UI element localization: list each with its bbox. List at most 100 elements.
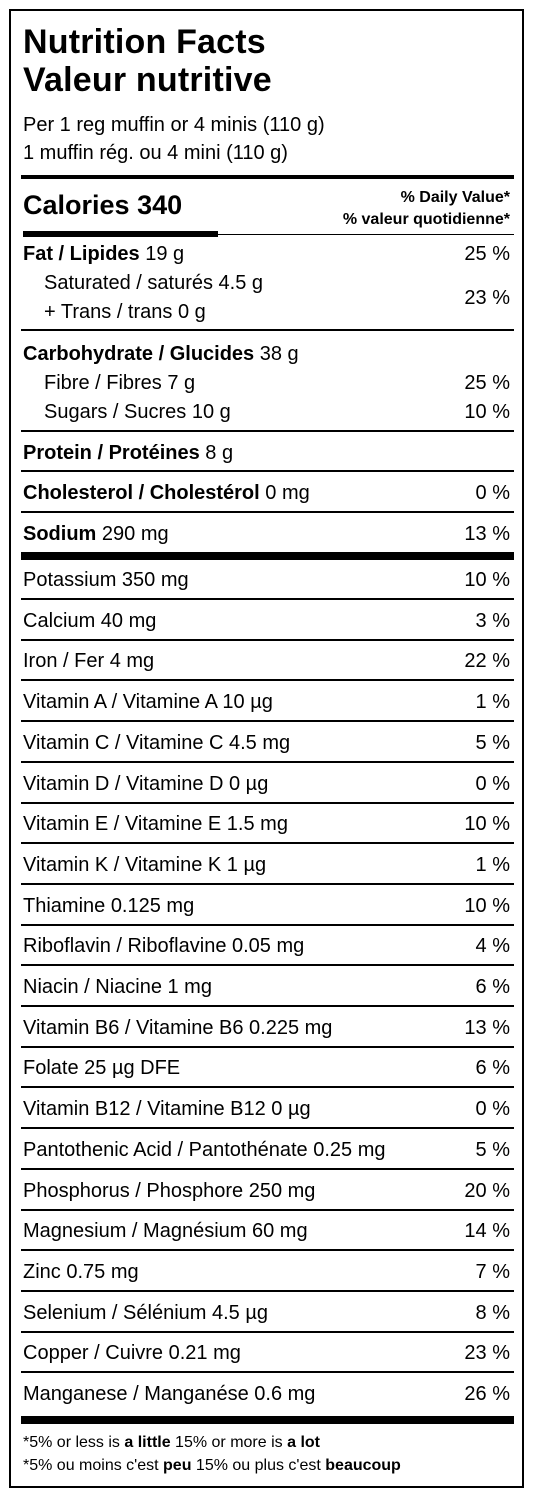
divider: [21, 1289, 514, 1292]
footnote-text: 15% ou plus c'est: [191, 1457, 326, 1474]
micronutrient-percent: 10 %: [464, 894, 510, 917]
footnote-text: *5% ou moins c'est: [23, 1457, 164, 1474]
micronutrient-label: Copper / Cuivre 0.21 mg: [23, 1342, 241, 1365]
micronutrient-percent: 7 %: [475, 1260, 510, 1283]
carbohydrate-label: Carbohydrate / Glucides: [23, 343, 255, 365]
sodium-amount: 290 mg: [101, 523, 169, 545]
footnote-english: *5% or less is a little 15% or more is a…: [23, 1432, 320, 1454]
cholesterol-amount: 0 mg: [265, 482, 310, 504]
divider: [21, 760, 514, 763]
micronutrient-label: Vitamin A / Vitamine A 10 µg: [23, 691, 273, 714]
serving-size-french: 1 muffin rég. ou 4 mini (110 g): [23, 142, 288, 164]
micronutrient-percent: 1 %: [475, 691, 510, 714]
divider: [21, 329, 514, 331]
micronutrient-label: Calcium 40 mg: [23, 609, 157, 632]
divider: [21, 923, 514, 926]
thick-divider: [21, 1416, 514, 1424]
micronutrient-row: Vitamin K / Vitamine K 1 µg 1 %: [23, 853, 510, 877]
micronutrient-row: Phosphorus / Phosphore 250 mg 20 %: [23, 1179, 510, 1203]
trans-row: + Trans / trans 0 g: [44, 301, 206, 323]
daily-value-header-english: % Daily Value*: [400, 189, 510, 206]
micronutrient-row: Selenium / Sélénium 4.5 µg 8 %: [23, 1301, 510, 1325]
thick-divider: [21, 552, 514, 560]
divider: [21, 598, 514, 600]
micronutrient-percent: 5 %: [475, 731, 510, 754]
micronutrient-percent: 0 %: [475, 772, 510, 795]
divider: [21, 882, 514, 885]
micronutrient-label: Vitamin B12 / Vitamine B12 0 µg: [23, 1098, 311, 1121]
calories-underline: [23, 231, 218, 237]
footnote-text: 15% or more is: [170, 1434, 288, 1451]
micronutrient-label: Iron / Fer 4 mg: [23, 650, 155, 673]
micronutrient-percent: 10 %: [464, 569, 510, 591]
micronutrient-percent: 5 %: [475, 1138, 510, 1161]
micronutrient-row: Pantothenic Acid / Pantothénate 0.25 mg 5…: [23, 1138, 510, 1162]
calories-row: Calories 340: [23, 189, 182, 221]
sodium-row: Sodium 290 mg 13 %: [23, 522, 510, 546]
calories-label: Calories: [23, 190, 130, 220]
micronutrient-row: Vitamin E / Vitamine E 1.5 mg 10 %: [23, 812, 510, 836]
divider: [21, 511, 514, 513]
micronutrient-row: Folate 25 µg DFE 6 %: [23, 1056, 510, 1080]
title-french: Valeur nutritive: [23, 61, 272, 99]
divider: [21, 964, 514, 967]
sugars-percent: 10 %: [464, 401, 510, 423]
micronutrient-label: Phosphorus / Phosphore 250 mg: [23, 1179, 316, 1202]
micronutrient-row: Potassium 350 mg 10 %: [23, 568, 510, 592]
serving-size-english: Per 1 reg muffin or 4 minis (110 g): [23, 114, 325, 136]
micronutrient-label: Potassium 350 mg: [23, 569, 189, 591]
fat-percent: 25 %: [464, 243, 510, 265]
micronutrient-percent: 13 %: [464, 1016, 510, 1039]
footnote-french: *5% ou moins c'est peu 15% ou plus c'est…: [23, 1455, 401, 1477]
divider: [21, 1330, 514, 1333]
protein-amount: 8 g: [205, 442, 234, 464]
divider: [21, 1371, 514, 1374]
divider: [21, 1005, 514, 1007]
micronutrient-label: Vitamin K / Vitamine K 1 µg: [23, 853, 267, 876]
micronutrient-row: Vitamin D / Vitamine D 0 µg 0 %: [23, 772, 510, 796]
footnote-text: *5% or less is: [23, 1434, 125, 1451]
footnote-emphasis: a lot: [287, 1434, 320, 1451]
micronutrient-label: Pantothenic Acid / Pantothénate 0.25 mg: [23, 1138, 386, 1161]
footnote-emphasis: peu: [163, 1457, 192, 1474]
micronutrient-row: Vitamin B6 / Vitamine B6 0.225 mg 13 %: [23, 1016, 510, 1040]
saturated-row: Saturated / saturés 4.5 g: [44, 272, 264, 294]
micronutrient-row: Iron / Fer 4 mg 22 %: [23, 649, 510, 673]
micronutrient-label: Niacin / Niacine 1 mg: [23, 976, 212, 998]
micronutrient-percent: 0 %: [475, 1098, 510, 1121]
carbohydrate-amount: 38 g: [259, 343, 299, 365]
divider: [21, 430, 514, 432]
micronutrient-row: Thiamine 0.125 mg 10 %: [23, 894, 510, 918]
thick-divider: [21, 175, 514, 179]
micronutrient-row: Vitamin B12 / Vitamine B12 0 µg 0 %: [23, 1097, 510, 1121]
fat-label: Fat / Lipides: [23, 243, 140, 265]
divider: [21, 1127, 514, 1130]
divider: [21, 1208, 514, 1211]
micronutrient-percent: 26 %: [464, 1383, 510, 1405]
micronutrient-percent: 6 %: [475, 976, 510, 998]
micronutrient-percent: 3 %: [475, 609, 510, 632]
micronutrient-label: Zinc 0.75 mg: [23, 1260, 139, 1283]
divider: [21, 470, 514, 472]
fat-row: Fat / Lipides 19 g 25 %: [23, 242, 510, 266]
title-english: Nutrition Facts: [23, 23, 266, 61]
carbohydrate-row: Carbohydrate / Glucides 38 g: [23, 342, 510, 366]
protein-label: Protein / Protéines: [23, 442, 200, 464]
nutrition-facts-panel: Nutrition Facts Valeur nutritive Per 1 r…: [9, 9, 524, 1488]
micronutrient-label: Riboflavin / Riboflavine 0.05 mg: [23, 935, 305, 958]
micronutrient-label: Vitamin E / Vitamine E 1.5 mg: [23, 813, 288, 836]
footnote-emphasis: a little: [124, 1434, 171, 1451]
divider: [21, 1086, 514, 1089]
sodium-percent: 13 %: [464, 523, 510, 545]
micronutrient-percent: 22 %: [464, 650, 510, 673]
micronutrient-row: Zinc 0.75 mg 7 %: [23, 1260, 510, 1284]
divider: [209, 234, 514, 235]
sodium-label: Sodium: [23, 523, 97, 545]
fibre-row: Fibre / Fibres 7 g: [44, 372, 196, 394]
micronutrient-row: Niacin / Niacine 1 mg 6 %: [23, 975, 510, 999]
divider: [21, 1249, 514, 1252]
divider: [21, 1167, 514, 1170]
protein-row: Protein / Protéines 8 g: [23, 441, 510, 465]
micronutrient-label: Selenium / Sélénium 4.5 µg: [23, 1301, 268, 1324]
micronutrient-row: Vitamin A / Vitamine A 10 µg 1 %: [23, 690, 510, 714]
